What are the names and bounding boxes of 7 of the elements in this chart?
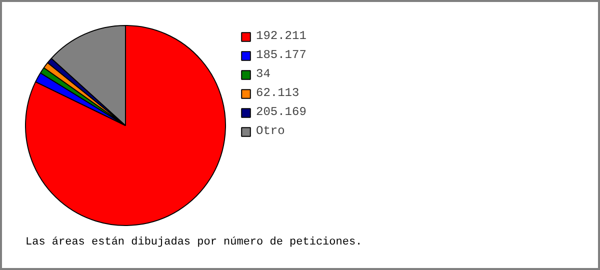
legend-label: Otro bbox=[256, 124, 285, 138]
legend-label: 192.211 bbox=[256, 29, 306, 43]
legend-label: 62.113 bbox=[256, 86, 300, 100]
legend-label: 34 bbox=[256, 67, 272, 81]
legend-label: 185.177 bbox=[256, 48, 306, 62]
text: Las áreas están dibujadas por número de peticiones. bbox=[26, 236, 362, 248]
legend-label: 205.169 bbox=[256, 105, 306, 119]
